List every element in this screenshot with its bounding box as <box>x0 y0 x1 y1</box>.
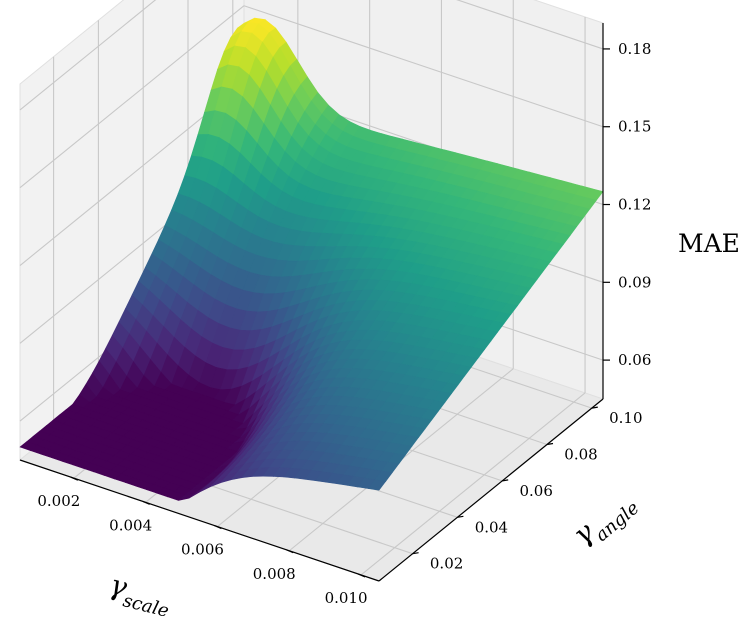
y-tick-label: 0.10 <box>609 409 642 427</box>
x-tick-label: 0.004 <box>109 516 152 534</box>
y-tick-mark <box>591 406 598 409</box>
x-tick-label: 0.008 <box>253 565 296 583</box>
z-grid-line-left <box>19 5 245 189</box>
y-tick-mark <box>457 515 464 518</box>
y-tick-mark <box>502 479 509 482</box>
x-tick-mark <box>357 573 366 578</box>
x-axis-subscript: scale <box>121 590 171 622</box>
y-axis-line <box>378 398 604 582</box>
y-axis-label: γangle <box>566 483 643 557</box>
y-tick-label: 0.04 <box>475 518 508 536</box>
z-grid-line-back <box>456 0 604 50</box>
x-tick-mark <box>142 500 150 505</box>
z-tick-label: 0.09 <box>618 273 651 291</box>
y-axis-subscript: angle <box>591 498 643 546</box>
x-tick-label: 0.010 <box>325 589 368 607</box>
z-tick-label: 0.06 <box>618 351 651 369</box>
z-tick-label: 0.12 <box>618 196 651 214</box>
x-axis-label: γscale <box>105 568 176 622</box>
x-tick-label: 0.002 <box>37 492 80 510</box>
surface-facet <box>367 479 387 491</box>
x-tick-mark <box>70 476 79 481</box>
x-tick-label: 0.006 <box>181 541 224 559</box>
x-grid-line-floor <box>360 392 586 576</box>
y-tick-label: 0.08 <box>564 446 597 464</box>
z-tick-label: 0.15 <box>618 118 651 136</box>
x-tick-mark <box>286 549 294 554</box>
z-grid-line-left <box>19 0 157 111</box>
x-tick-mark <box>214 524 222 530</box>
tick-labels: 0.002 0.004 0.006 0.008 0.010 0.02 0.04 0.06 0.0… <box>37 40 651 607</box>
z-tick-label: 0.18 <box>618 40 651 58</box>
y-tick-label: 0.06 <box>519 482 552 500</box>
surface-mesh <box>19 17 604 501</box>
z-grid-line-back <box>243 5 604 128</box>
y-tick-mark <box>546 442 554 446</box>
z-axis-label: MAE <box>678 229 740 258</box>
x-axis-line <box>19 459 380 582</box>
axis-lines <box>19 23 604 582</box>
y-tick-mark <box>412 552 419 555</box>
y-tick-label: 0.02 <box>430 555 463 573</box>
